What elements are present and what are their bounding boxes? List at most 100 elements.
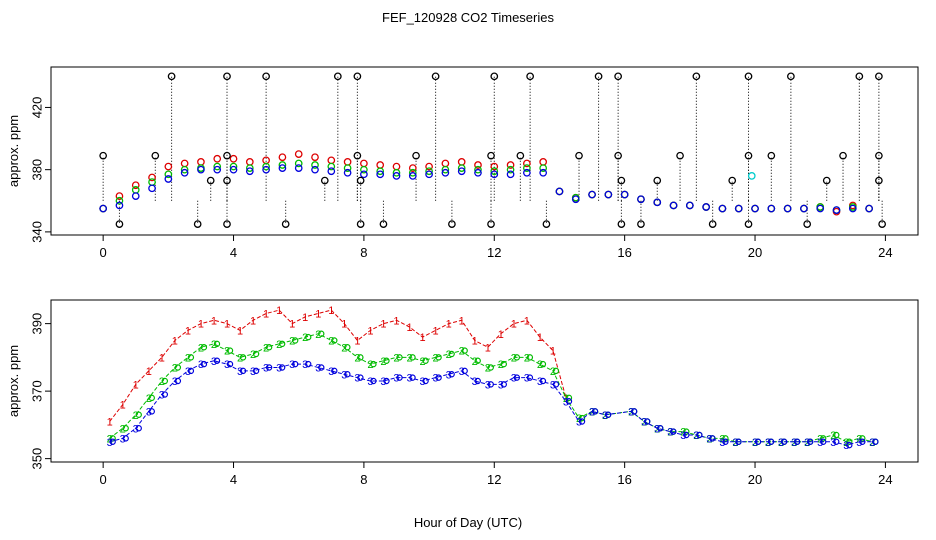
spike-point — [412, 151, 420, 160]
series-2-point — [370, 360, 377, 368]
series-3-point — [265, 364, 273, 371]
series-3-point — [555, 187, 564, 196]
spike-point — [115, 220, 124, 228]
top-y-tick-label: 340 — [30, 221, 45, 243]
series-2-point — [174, 364, 182, 371]
series-3-point — [591, 408, 599, 415]
series-1-marker: 1 — [250, 315, 256, 327]
series-3-point — [197, 165, 205, 174]
series-3-point — [800, 204, 808, 213]
series-3-point — [846, 441, 853, 449]
series-3-point — [461, 367, 468, 375]
series-2-point — [383, 357, 390, 364]
series-2-point — [722, 435, 729, 442]
series-1-marker: 1 — [185, 325, 191, 337]
series-1-marker: 1 — [537, 332, 543, 344]
spike-point — [617, 176, 626, 185]
series-3-point — [670, 428, 677, 435]
spike-point — [767, 151, 776, 160]
series-1-marker: 1 — [367, 325, 373, 337]
series-2-point — [513, 354, 521, 361]
series-3-point — [422, 377, 429, 385]
series-1-point — [131, 181, 140, 190]
series-3-point — [245, 167, 254, 176]
series-3-point — [653, 198, 662, 207]
series-3-point — [702, 203, 710, 211]
series-2-point — [239, 354, 247, 361]
series-2-point — [122, 425, 129, 432]
series-3-point — [767, 438, 775, 445]
series-3-point — [474, 377, 481, 385]
spike-point — [728, 176, 737, 185]
series-1-marker: 1 — [485, 342, 491, 354]
top-y-tick-label: 380 — [30, 159, 45, 181]
spike-point — [353, 151, 362, 160]
spike-point — [262, 72, 270, 81]
series-3-point — [278, 164, 287, 172]
series-1-point — [327, 156, 336, 165]
spike-point — [99, 151, 108, 160]
spike-point — [487, 151, 495, 160]
series-3-point — [539, 168, 548, 177]
top-x-tick-label: 4 — [230, 245, 237, 260]
series-3-point — [448, 371, 455, 378]
spike-point — [356, 220, 365, 228]
series-3-point — [392, 172, 401, 180]
series-3-point — [487, 381, 494, 388]
series-3-point — [318, 364, 325, 371]
series-1-point — [311, 153, 319, 162]
series-3-point — [630, 408, 638, 415]
series-3-point — [408, 172, 417, 180]
series-3-point — [278, 364, 286, 371]
series-3-point — [539, 377, 547, 385]
series-1-marker: 1 — [420, 332, 426, 344]
spike-point — [223, 72, 231, 81]
series-1-point — [457, 158, 466, 166]
series-2-point — [820, 435, 827, 442]
spike-point — [223, 176, 231, 185]
series-2-point — [164, 170, 173, 179]
series-3-point — [793, 438, 801, 445]
spike-point — [637, 220, 645, 228]
spike-point — [744, 72, 753, 81]
top-x-tick-label: 20 — [748, 245, 762, 260]
bottom-x-tick-label: 8 — [360, 472, 367, 487]
series-2-point — [291, 337, 299, 344]
spike-point — [206, 176, 215, 185]
series-1-marker: 1 — [406, 322, 412, 334]
series-3-point — [780, 438, 788, 445]
series-3-point — [657, 425, 664, 432]
spike-point — [516, 151, 525, 160]
series-3-point — [370, 377, 377, 385]
series-3-line — [109, 360, 873, 446]
top-panel: 0 4 8 12 16 20 24 340 380 420 approx. ppm — [6, 66, 919, 260]
series-1-point — [523, 159, 531, 168]
series-2-point — [357, 354, 364, 361]
series-3-point — [409, 374, 416, 381]
series-2-point — [213, 162, 222, 171]
series-3-point — [294, 164, 303, 172]
series-2-point — [474, 357, 481, 364]
series-3-point — [213, 165, 222, 174]
series-2-point — [441, 165, 450, 174]
spike-point — [744, 220, 753, 228]
series-2-point — [526, 354, 534, 361]
top-x-tick-label: 24 — [878, 245, 892, 260]
series-2-point — [161, 377, 169, 385]
series-1-point — [376, 161, 385, 169]
series-2-point — [396, 354, 403, 361]
series-3-point — [291, 360, 299, 368]
series-2-point — [331, 337, 338, 344]
series-1-marker: 1 — [289, 319, 295, 331]
bottom-axes: 0 4 8 12 16 20 24 350 370 390 — [30, 313, 893, 487]
series-3-point — [526, 374, 534, 381]
series-3-point — [490, 170, 499, 179]
series-3-point — [637, 195, 645, 204]
spike-point — [379, 220, 388, 228]
spike-point — [526, 72, 534, 81]
series-1-marker: 1 — [511, 319, 517, 331]
bottom-y-tick-label: 350 — [30, 448, 45, 470]
series-2-point — [180, 165, 189, 174]
series-1-marker: 1 — [237, 325, 243, 337]
